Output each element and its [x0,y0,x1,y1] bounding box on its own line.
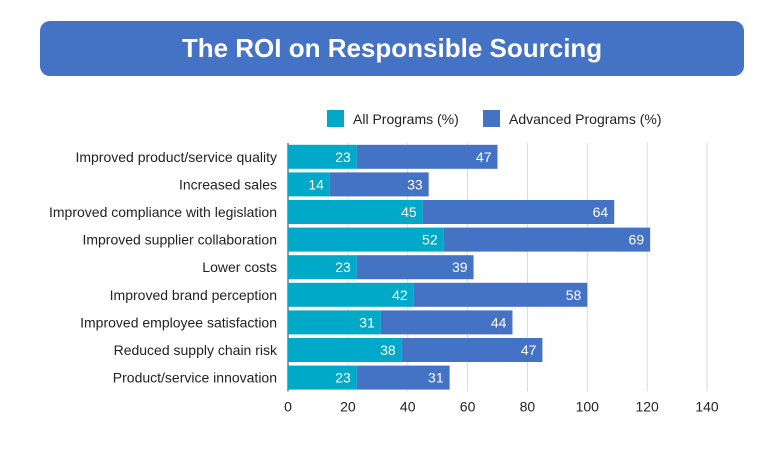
x-tick-label: 20 [340,398,356,414]
category-label: Improved employee satisfaction [80,314,277,330]
bar-segment [288,365,357,390]
legend-swatch [327,110,344,127]
data-label: 42 [392,287,408,303]
data-label: 58 [566,287,582,303]
data-label: 31 [359,314,375,330]
category-label: Improved product/service quality [75,149,277,165]
bar-segment [288,227,444,252]
x-tick-label: 0 [284,398,292,414]
x-tick-label: 60 [460,398,476,414]
category-label: Increased sales [179,176,277,192]
bar-segment [401,338,543,362]
legend-label: Advanced Programs (%) [509,111,662,127]
bar-segment [329,172,429,197]
bar-segment [288,338,402,362]
category-label: Lower costs [202,259,277,275]
bar-segment [356,144,498,169]
bar-segment [422,200,615,224]
bar-segment [288,172,330,197]
data-label: 31 [428,370,444,386]
bar-segment [356,365,450,390]
bar-segment [288,144,357,169]
x-tick-label: 40 [400,398,416,414]
category-label: Reduced supply chain risk [114,342,278,358]
category-label: Product/service innovation [113,370,277,386]
category-label: Improved compliance with legislation [49,204,277,220]
bar-segment [288,255,357,280]
data-label: 14 [308,176,324,192]
category-label: Improved supplier collaboration [82,232,277,248]
bar-segment [443,227,651,252]
x-tick-label: 140 [695,398,719,414]
data-label: 45 [401,204,417,220]
category-label: Improved brand perception [110,287,277,303]
data-label: 64 [593,204,609,220]
data-label: 23 [335,259,351,275]
data-label: 52 [422,232,438,248]
legend-label: All Programs (%) [353,111,459,127]
data-label: 23 [335,370,351,386]
data-label: 23 [335,149,351,165]
legend-swatch [483,110,500,127]
bar-segment [288,282,414,307]
data-label: 47 [476,149,492,165]
x-tick-label: 100 [576,398,600,414]
bar-segment [288,310,381,335]
bar-segment [288,200,423,224]
chart-title: The ROI on Responsible Sourcing [40,21,744,76]
data-label: 69 [629,232,645,248]
data-label: 38 [380,342,396,358]
x-tick-label: 120 [635,398,659,414]
bar-segment [356,255,474,280]
bar-segment [380,310,513,335]
data-label: 33 [407,176,423,192]
data-label: 47 [521,342,537,358]
data-label: 44 [491,314,507,330]
x-tick-label: 80 [520,398,536,414]
data-label: 39 [452,259,468,275]
bar-segment [413,282,588,307]
